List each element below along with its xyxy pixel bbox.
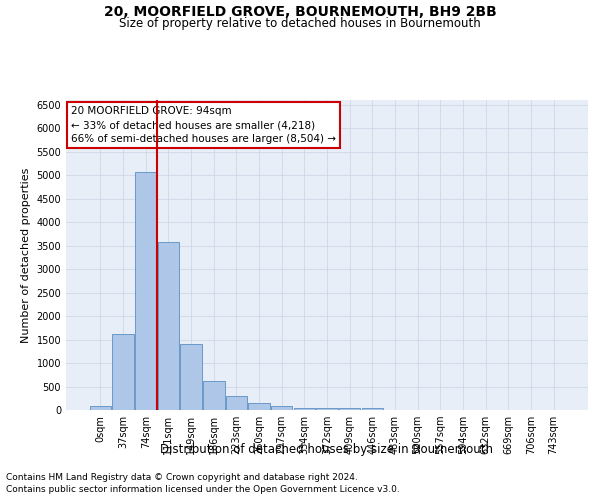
Bar [316,408,338,410]
Text: Size of property relative to detached houses in Bournemouth: Size of property relative to detached ho… [119,18,481,30]
Bar [248,404,270,410]
Y-axis label: Number of detached properties: Number of detached properties [21,168,31,342]
Bar [90,406,111,410]
Bar [135,172,157,410]
Text: Contains HM Land Registry data © Crown copyright and database right 2024.: Contains HM Land Registry data © Crown c… [6,472,358,482]
Bar [112,334,134,410]
Text: Distribution of detached houses by size in Bournemouth: Distribution of detached houses by size … [161,442,493,456]
Bar [362,408,383,410]
Bar [203,380,224,410]
Bar [293,408,315,410]
Text: 20, MOORFIELD GROVE, BOURNEMOUTH, BH9 2BB: 20, MOORFIELD GROVE, BOURNEMOUTH, BH9 2B… [104,5,496,19]
Text: 20 MOORFIELD GROVE: 94sqm
← 33% of detached houses are smaller (4,218)
66% of se: 20 MOORFIELD GROVE: 94sqm ← 33% of detac… [71,106,336,144]
Bar [158,242,179,410]
Bar [181,344,202,410]
Bar [339,408,361,410]
Bar [226,396,247,410]
Text: Contains public sector information licensed under the Open Government Licence v3: Contains public sector information licen… [6,485,400,494]
Bar [271,406,292,410]
